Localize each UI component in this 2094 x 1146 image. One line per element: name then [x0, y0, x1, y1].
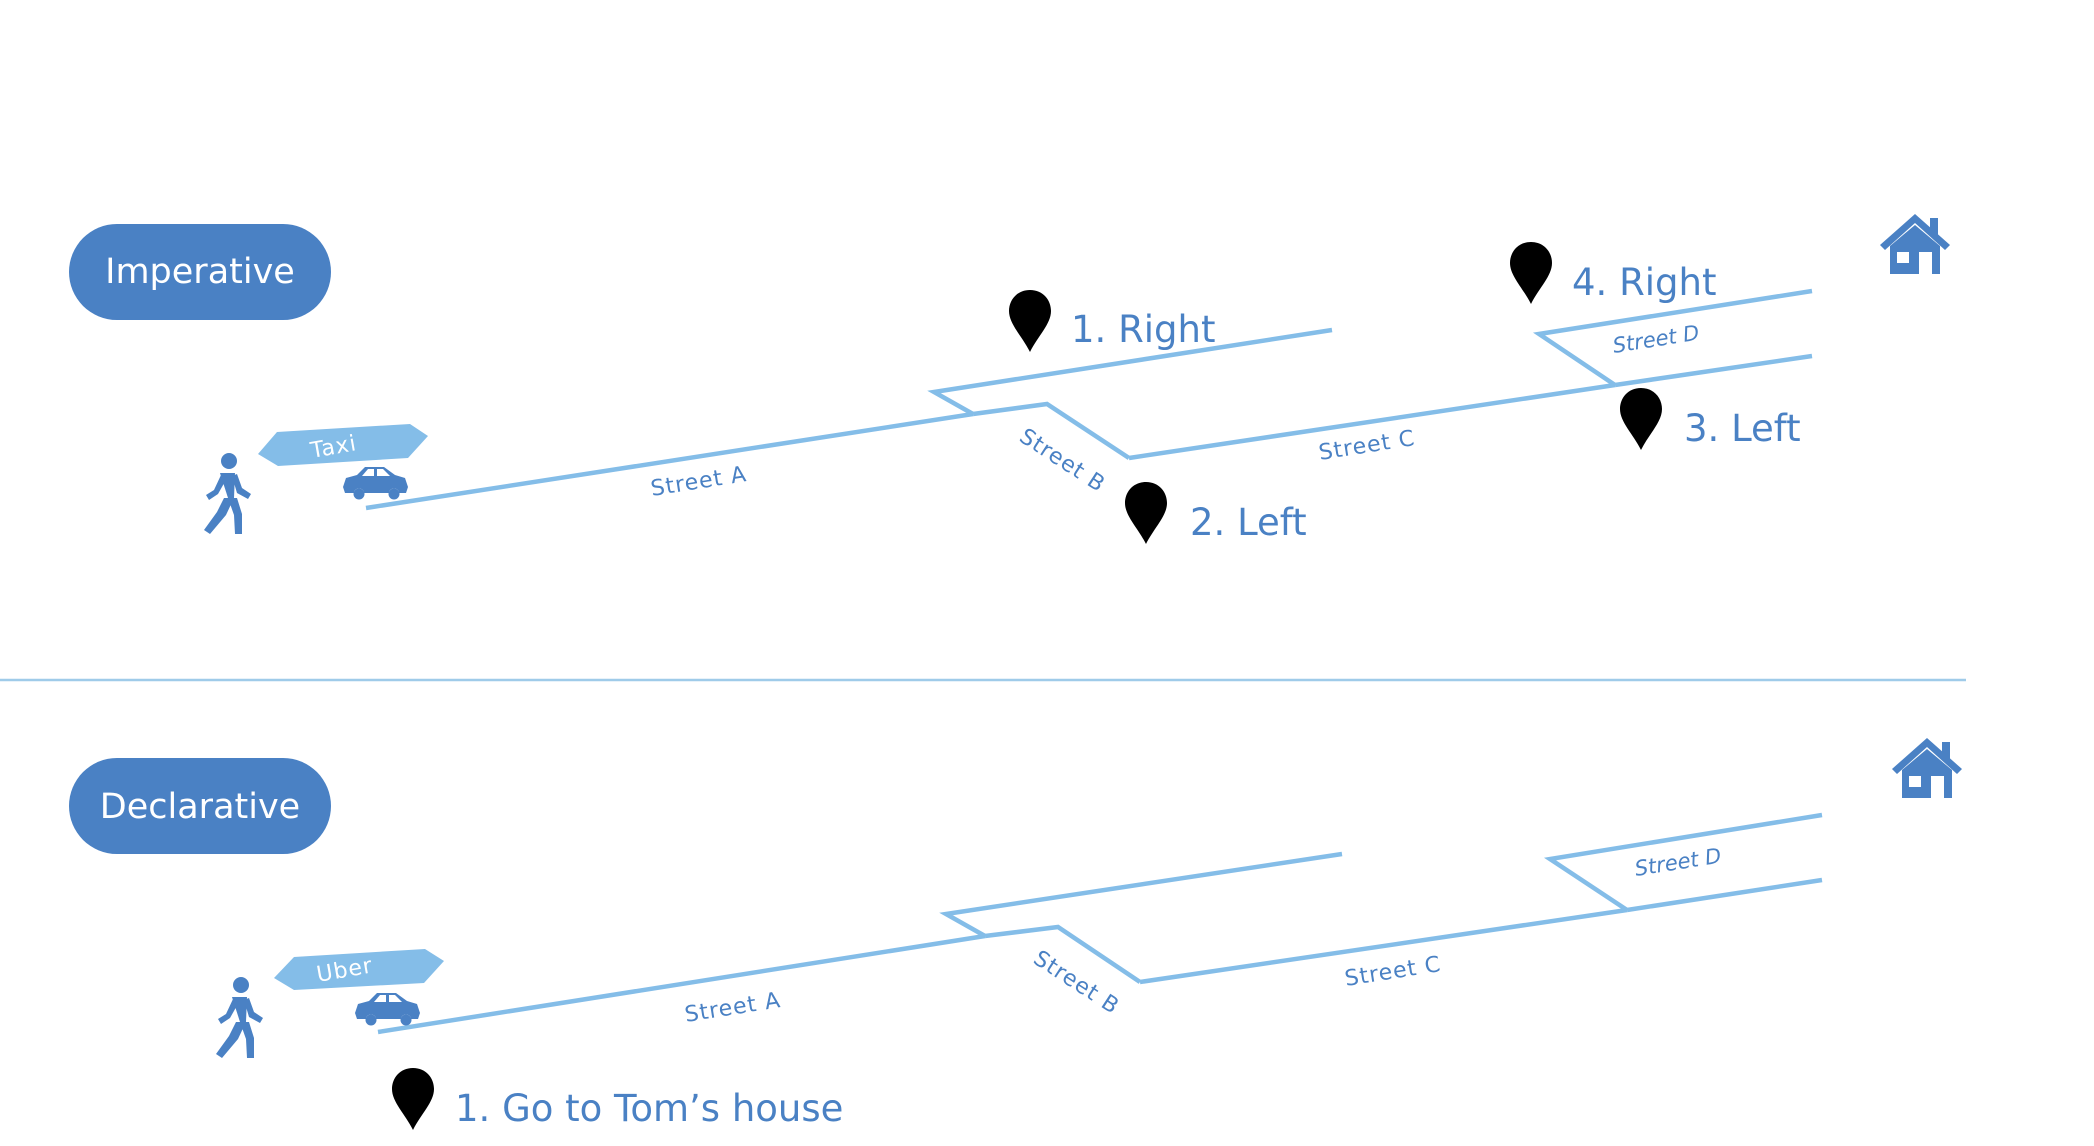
- roads-declarative: [377, 812, 1823, 1035]
- declarative-section: Declarative Street A Street B Street C S…: [69, 738, 1962, 1130]
- car-icon: [343, 467, 408, 500]
- step-label: 1. Go to Tom’s house: [455, 1087, 843, 1130]
- step-label: 4. Right: [1572, 261, 1717, 304]
- street-label: Street B: [1029, 946, 1124, 1020]
- street-label: Street C: [1343, 952, 1443, 992]
- road-upper-branch: [939, 851, 1343, 938]
- road-right-segment: [1626, 877, 1823, 913]
- walking-person-icon: [216, 977, 263, 1058]
- street-label: Street A: [649, 462, 749, 502]
- road-street-a-segment: [377, 933, 986, 1035]
- map-pin-icon: [1125, 482, 1167, 544]
- house-icon: [1880, 214, 1950, 274]
- map-pin-icon: [1510, 242, 1552, 304]
- steps-imperative: 1. Right 2. Left 3. Left 4. Right: [1009, 242, 1801, 544]
- step-label: 2. Left: [1190, 501, 1307, 544]
- road-right-segment: [1614, 353, 1813, 388]
- map-pin-icon: [1009, 290, 1051, 352]
- map-pin-icon: [392, 1068, 434, 1130]
- walking-person-icon: [204, 453, 251, 534]
- street-label: Street C: [1317, 426, 1417, 466]
- roads-imperative: [365, 288, 1813, 511]
- street-label: Street A: [683, 988, 783, 1028]
- road-street-a-segment: [365, 411, 974, 511]
- imperative-badge-label: Imperative: [105, 252, 295, 292]
- declarative-badge-label: Declarative: [100, 787, 300, 827]
- imperative-badge: Imperative: [69, 224, 331, 320]
- step-label: 1. Right: [1071, 308, 1216, 351]
- road-street-b-segment: [984, 924, 1142, 984]
- car-icon: [355, 993, 420, 1026]
- road-street-c-segment: [1128, 382, 1616, 461]
- road-street-c-segment: [1139, 907, 1628, 985]
- house-icon: [1892, 738, 1962, 798]
- road-street-b-segment: [972, 401, 1131, 460]
- taxi-sign: Taxi: [258, 424, 428, 466]
- street-label: Street D: [1633, 844, 1723, 881]
- road-upper-branch: [927, 327, 1333, 416]
- step-label: 3. Left: [1684, 407, 1801, 450]
- steps-declarative: 1. Go to Tom’s house: [392, 1068, 843, 1130]
- street-label: Street D: [1611, 321, 1701, 358]
- road-street-d-segment: [1532, 288, 1813, 387]
- uber-sign: Uber: [274, 949, 444, 990]
- declarative-badge: Declarative: [69, 758, 331, 854]
- imperative-section: Imperative Street A Street B Street C St…: [69, 214, 1950, 544]
- map-pin-icon: [1620, 388, 1662, 450]
- road-street-d-segment: [1543, 812, 1823, 912]
